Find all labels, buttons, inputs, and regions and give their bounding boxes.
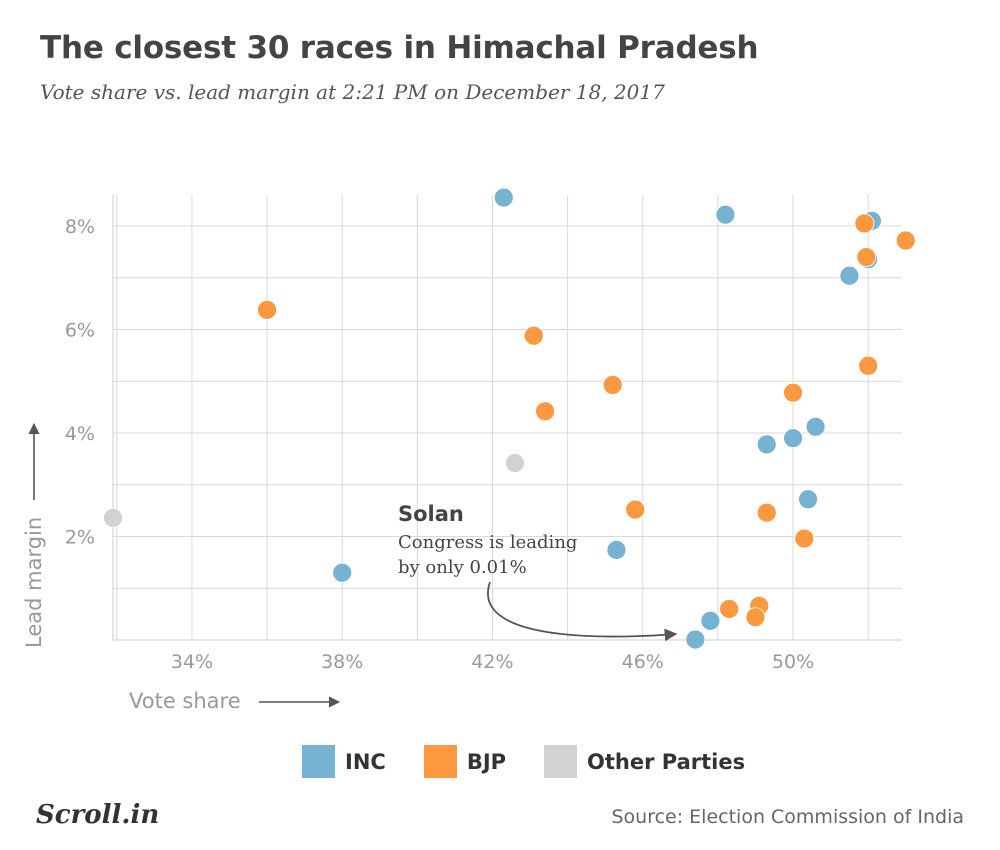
point-inc-9[interactable] bbox=[606, 540, 627, 560]
annotation-arrow bbox=[487, 581, 678, 642]
legend-label-bjp: BJP bbox=[466, 749, 507, 774]
point-bjp-5[interactable] bbox=[858, 355, 879, 376]
y-axis-label: Lead margin bbox=[22, 517, 46, 648]
annotation-line-1: Congress is leading bbox=[398, 532, 577, 553]
point-inc-1[interactable] bbox=[715, 204, 736, 225]
chart-title: The closest 30 races in Himachal Pradesh bbox=[40, 30, 759, 66]
tick-labels: 34% 38% 42% 46% 50% 2% 4% 6% 8% bbox=[65, 216, 814, 673]
point-other-parties-0[interactable] bbox=[505, 453, 525, 473]
point-inc-4[interactable] bbox=[839, 265, 860, 286]
y-tick-label: 6% bbox=[65, 320, 95, 342]
annotation-line-2: by only 0.01% bbox=[398, 557, 527, 578]
chart-subtitle: Vote share vs. lead margin at 2:21 PM on… bbox=[40, 80, 665, 104]
y-tick-label: 2% bbox=[65, 527, 95, 549]
grid bbox=[112, 195, 902, 641]
x-tick-label: 50% bbox=[772, 651, 814, 673]
point-bjp-9[interactable] bbox=[625, 499, 646, 520]
bjp-swatch bbox=[423, 745, 457, 778]
annotation-title: Solan bbox=[398, 502, 464, 526]
legend-item-other: Other Parties bbox=[544, 745, 745, 778]
y-tick-label: 4% bbox=[65, 423, 95, 445]
point-bjp-7[interactable] bbox=[783, 382, 803, 403]
legend-item-bjp: BJP bbox=[423, 745, 507, 778]
x-tick-label: 38% bbox=[321, 651, 363, 673]
point-bjp-0[interactable] bbox=[854, 213, 875, 234]
point-bjp-11[interactable] bbox=[794, 528, 815, 549]
scroll-logo[interactable]: Scroll.in bbox=[36, 800, 160, 830]
y-tick-label: 8% bbox=[65, 216, 95, 238]
point-bjp-3[interactable] bbox=[257, 299, 277, 320]
point-bjp-14[interactable] bbox=[745, 607, 766, 628]
point-bjp-10[interactable] bbox=[756, 502, 777, 523]
point-other-parties-1[interactable] bbox=[103, 507, 123, 528]
point-inc-8[interactable] bbox=[798, 489, 818, 510]
point-inc-10[interactable] bbox=[332, 562, 353, 583]
x-tick-label: 46% bbox=[622, 651, 664, 673]
legend-item-inc: INC bbox=[302, 745, 386, 778]
inc-swatch bbox=[302, 745, 335, 778]
point-inc-0[interactable] bbox=[493, 187, 514, 208]
legend-label-other: Other Parties bbox=[587, 749, 746, 774]
point-inc-6[interactable] bbox=[783, 428, 803, 449]
solan-annotation: Solan Congress is leading by only 0.01% bbox=[398, 502, 678, 642]
point-inc-12[interactable] bbox=[685, 629, 706, 650]
other-parties-swatch bbox=[544, 745, 578, 778]
point-bjp-12[interactable] bbox=[719, 599, 740, 619]
x-tick-label: 34% bbox=[171, 651, 213, 673]
point-bjp-2[interactable] bbox=[856, 247, 877, 267]
point-bjp-6[interactable] bbox=[602, 375, 623, 395]
legend: INC BJP Other Parties bbox=[302, 745, 783, 778]
point-inc-5[interactable] bbox=[805, 416, 826, 437]
point-inc-11[interactable] bbox=[700, 610, 721, 631]
axis-labels: Lead margin Vote share bbox=[22, 422, 341, 713]
point-inc-7[interactable] bbox=[756, 434, 777, 455]
legend-label-inc: INC bbox=[345, 749, 386, 774]
data-points bbox=[103, 187, 916, 650]
point-bjp-4[interactable] bbox=[523, 325, 544, 346]
x-axis-label: Vote share bbox=[129, 689, 241, 713]
point-bjp-8[interactable] bbox=[535, 401, 555, 422]
source-note: Source: Election Commission of India bbox=[611, 806, 964, 828]
x-tick-label: 42% bbox=[471, 651, 513, 673]
point-bjp-1[interactable] bbox=[895, 230, 916, 251]
